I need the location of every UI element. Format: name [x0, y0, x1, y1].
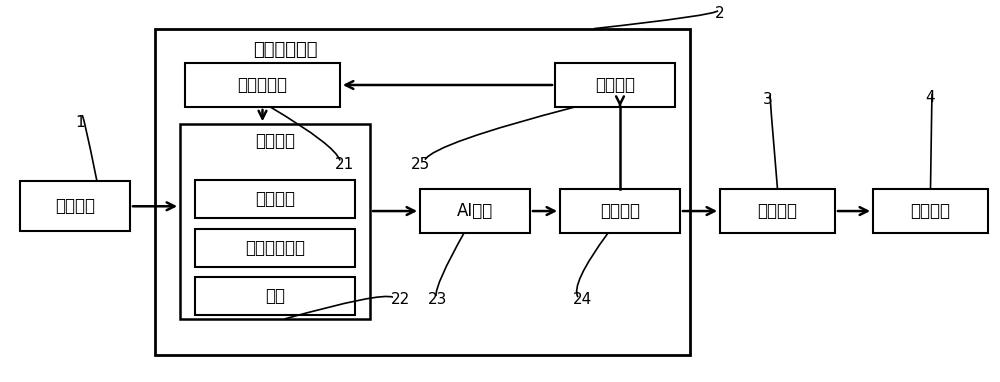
Bar: [555, 63, 675, 107]
Text: 3: 3: [763, 92, 773, 107]
Text: 显示终端: 显示终端: [910, 202, 950, 220]
Bar: [185, 63, 340, 107]
Bar: [195, 229, 355, 267]
Text: 22: 22: [390, 292, 410, 308]
Text: 结果输出: 结果输出: [600, 202, 640, 220]
Bar: [560, 189, 680, 233]
Text: 21: 21: [335, 157, 355, 172]
Text: 数据传输: 数据传输: [758, 202, 798, 220]
Text: 肺点: 肺点: [265, 287, 285, 305]
Text: 胸膜滑动消失: 胸膜滑动消失: [245, 239, 305, 257]
Text: 1: 1: [75, 115, 85, 130]
Bar: [195, 180, 355, 218]
Text: AI分类: AI分类: [457, 202, 493, 220]
Text: 23: 23: [428, 292, 448, 308]
Bar: [155, 29, 690, 355]
Bar: [20, 181, 130, 231]
Text: 24: 24: [573, 292, 593, 308]
Text: 气胸自动检测: 气胸自动检测: [253, 40, 317, 59]
Text: 数据储存: 数据储存: [595, 76, 635, 94]
Bar: [720, 189, 835, 233]
Text: 25: 25: [410, 157, 430, 172]
Text: 胸膜滑动: 胸膜滑动: [255, 189, 295, 208]
Text: 图像输入: 图像输入: [55, 197, 95, 215]
Bar: [180, 124, 370, 319]
Bar: [195, 277, 355, 315]
Text: 4: 4: [925, 90, 935, 105]
Text: 应变分析: 应变分析: [255, 132, 295, 151]
Text: 2: 2: [715, 6, 725, 21]
Bar: [420, 189, 530, 233]
Text: 数据库参照: 数据库参照: [238, 76, 288, 94]
Bar: [873, 189, 988, 233]
